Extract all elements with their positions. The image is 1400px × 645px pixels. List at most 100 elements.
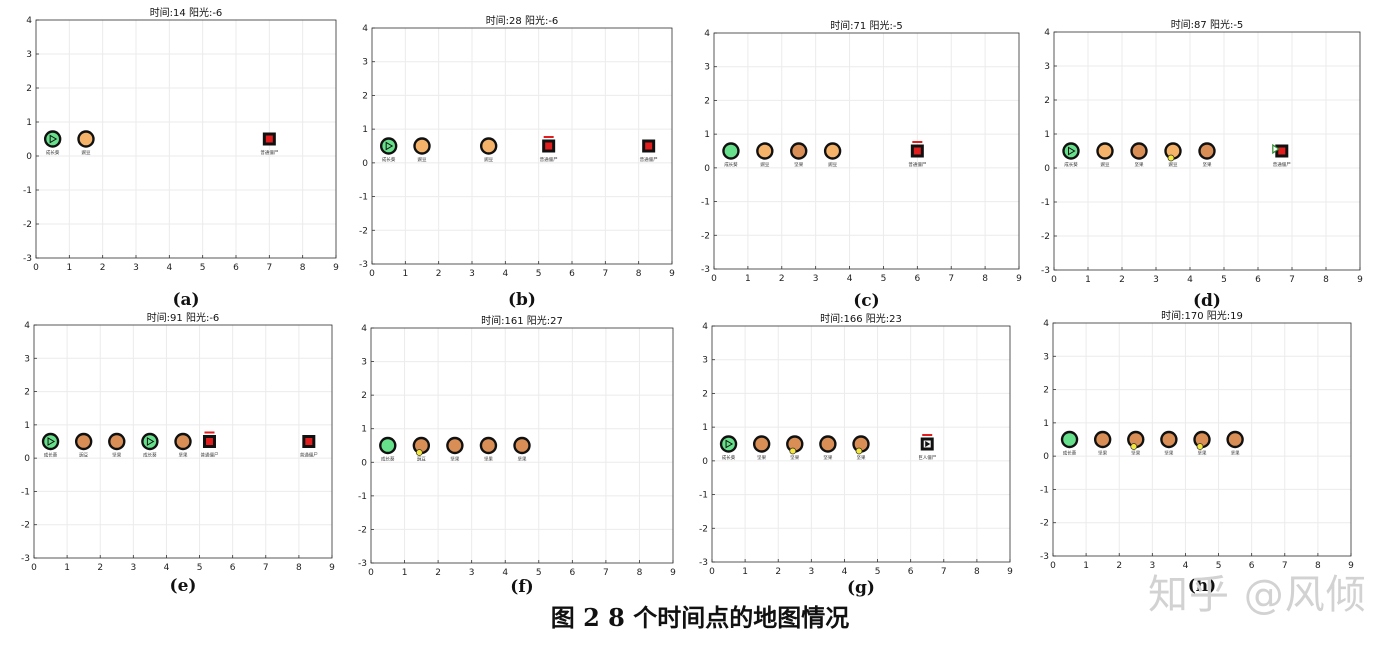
panel-label: (f) [510,577,533,597]
y-tick-label: 0 [362,159,368,169]
panel-label: (a) [172,290,199,310]
y-tick-label: -3 [21,554,30,564]
y-tick-label: 1 [1044,130,1050,140]
subplot-title: 时间:14 阳光:-6 [150,6,223,19]
x-tick-label: 7 [941,567,947,577]
x-tick-label: 9 [1348,561,1354,571]
x-tick-label: 0 [33,263,39,273]
point-label: 坚果 [757,454,766,461]
subplot-7: 0 1 2 3 4 5 6 7 8 9 -3 -2 -1 0 1 2 3 4 时间:170 阳光:19 (h) 成长葵 坚… [1040,309,1354,596]
y-tick-label: 3 [361,358,367,368]
y-tick-label: 4 [26,16,32,26]
plant-marker [174,432,192,451]
plant-marker [719,435,738,453]
arrow-icon [725,439,734,449]
plant-marker [756,142,774,160]
y-tick-label: 0 [1044,164,1050,174]
axes-frame [1052,322,1352,557]
y-tick-label: 1 [24,421,30,431]
x-tick-label: 2 [100,263,106,273]
y-tick-label: 3 [26,50,32,60]
x-tick-label: 6 [1255,275,1261,285]
plant-marker [74,432,93,451]
x-tick-label: 1 [64,563,70,573]
sun-icon [415,449,423,456]
x-tick-label: 7 [1289,275,1295,285]
y-tick-label: 3 [1043,352,1049,362]
point-label: 豌豆 [760,161,769,168]
plant-marker [1160,430,1178,449]
y-tick-label: 4 [1044,28,1050,38]
point-label: 坚果 [1135,161,1144,168]
point-label: 豌豆 [79,452,88,459]
x-tick-label: 0 [369,269,375,279]
x-tick-label: 9 [669,269,675,279]
figure-caption: 图 2 8 个时间点的地图情况 [550,603,850,632]
point-nut: 坚果 [1226,430,1244,457]
x-tick-label: 9 [1016,274,1022,284]
x-tick-label: 1 [1083,561,1089,571]
point-label: 坚果 [1131,450,1140,457]
point-zombie_black: 巨人僵尸 [918,434,936,461]
point-label: 坚果 [1164,450,1173,457]
y-tick-label: -1 [1040,485,1049,495]
x-tick-label: 2 [435,568,441,578]
point-sunflower: 成长葵 [141,432,159,459]
y-tick-label: 4 [702,322,708,332]
x-tick-label: 5 [536,568,542,578]
x-tick-label: 7 [602,269,608,279]
point-label: 成长葵 [724,161,738,168]
x-tick-label: 7 [603,568,609,578]
y-tick-label: -3 [1041,266,1050,276]
point-label: 普通僵尸 [300,452,318,459]
point-label: 坚果 [1198,450,1207,457]
point-nut: 坚果 [1160,430,1178,457]
point-label: 豌豆 [484,156,493,163]
zombie-core [305,438,313,445]
sun-icon [855,447,863,455]
plant-marker [1198,142,1216,160]
y-tick-label: 3 [702,356,708,366]
x-tick-label: 1 [402,269,408,279]
x-tick-label: 4 [166,263,172,273]
point-sunflower: 成长葵 [719,435,738,461]
point-label: 坚果 [790,454,799,461]
plant-marker [41,432,60,451]
subplot-4: 0 1 2 3 4 5 6 7 8 9 -3 -2 -1 0 1 2 3 4 时间:91 阳光:-6 (e) 成长葵 豌豆… [21,311,335,596]
x-tick-label: 8 [1323,275,1329,285]
x-tick-label: 3 [469,269,475,279]
y-tick-label: 3 [362,58,368,68]
x-tick-label: 2 [97,563,103,573]
y-tick-label: -1 [359,193,368,203]
point-zombie: 普通僵尸 [200,431,218,459]
x-tick-label: 5 [1221,275,1227,285]
x-tick-label: 3 [469,568,475,578]
arrow-icon [925,441,931,447]
x-tick-label: 1 [1085,275,1091,285]
arrow-icon [1068,146,1076,156]
x-tick-label: 3 [1153,275,1159,285]
y-tick-label: 1 [702,423,708,433]
subplot-title: 时间:28 阳光:-6 [486,14,559,27]
point-label: 豌豆 [82,149,91,156]
plant-marker [446,436,464,455]
plant-marker [752,435,771,453]
point-zombie: 普通僵尸 [300,435,318,459]
point-label: 成长葵 [1064,161,1078,168]
point-peashooter: 豌豆 [413,137,431,163]
point-nut: 坚果 [752,435,771,461]
point-label: 成长葵 [143,452,157,459]
plant-marker [722,142,740,160]
x-tick-label: 2 [1116,561,1122,571]
x-tick-label: 2 [775,567,781,577]
y-tick-label: -2 [358,525,367,535]
x-tick-label: 8 [296,563,302,573]
point-peashooter: 豌豆 [77,130,95,156]
y-tick-label: -2 [701,231,710,241]
point-nut: 坚果 [174,432,192,459]
subplot-title: 时间:87 阳光:-5 [1171,18,1244,31]
x-tick-label: 4 [164,563,170,573]
panel-label: (g) [847,578,875,598]
x-tick-label: 4 [502,269,508,279]
point-nut: 豌豆 [412,436,431,463]
